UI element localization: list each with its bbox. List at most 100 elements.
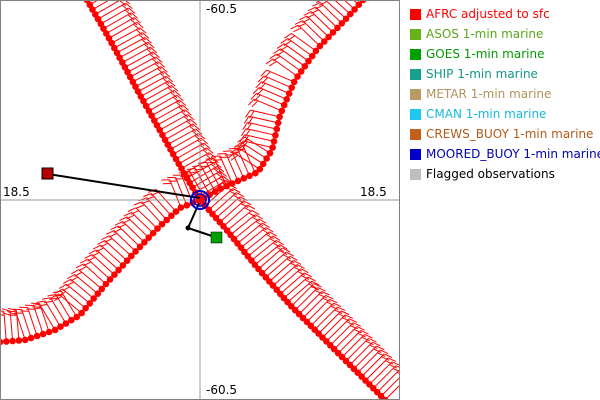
legend-item-metar[interactable]: METAR 1-min marine: [406, 86, 600, 106]
wind-plot-canvas: [0, 0, 400, 400]
track-point-a: [161, 136, 169, 144]
legend-item-cman[interactable]: CMAN 1-min marine: [406, 106, 600, 126]
track-point-a: [148, 112, 155, 119]
wind-barb-feather-a: [214, 161, 222, 169]
wind-barb-feather-b: [290, 24, 299, 30]
track-point-b: [106, 276, 114, 283]
wind-barb-staff-a: [302, 295, 326, 319]
wind-plot-area[interactable]: -60.5 -60.5 18.5 18.5: [0, 0, 400, 400]
wind-barb-feather-a: [391, 361, 400, 366]
right-axis-label: 18.5: [360, 185, 387, 199]
legend-item-moored-buoy[interactable]: MOORED_BUOY 1-min marine: [406, 146, 600, 166]
wind-barb-feather-a: [135, 29, 144, 36]
legend-swatch-flagged: [410, 169, 421, 180]
wind-barb-feather-a: [360, 330, 369, 335]
wind-barb-feather-a: [304, 272, 313, 278]
wind-barb-feather-a: [293, 266, 302, 272]
wind-barb-feather-a: [138, 34, 146, 41]
wind-barb-staff-b: [306, 15, 329, 38]
track-point-a: [86, 1, 94, 9]
wind-barb-feather-a: [341, 310, 350, 315]
wind-barb-staff-a: [376, 369, 400, 393]
wind-barb-feather-a: [380, 349, 389, 355]
flight-track-points-layer: [0, 0, 389, 400]
legend-item-asos[interactable]: ASOS 1-min marine: [406, 26, 600, 46]
track-point-a: [100, 25, 107, 32]
wind-barb-feather-b: [238, 140, 244, 149]
track-point-b: [347, 10, 354, 18]
track-point-b: [274, 119, 282, 127]
wind-barb-feather-b: [250, 92, 258, 100]
wind-barb-feather-a: [247, 204, 256, 210]
wind-barb-staff-a: [349, 341, 373, 366]
wind-barb-feather-a: [176, 94, 184, 102]
legend-item-goes[interactable]: GOES 1-min marine: [406, 46, 600, 66]
legend-item-afrc[interactable]: AFRC adjusted to sfc: [406, 6, 600, 26]
wind-barb-staff-a: [226, 210, 253, 231]
track-point-a: [172, 155, 180, 163]
goes-observation-marker[interactable]: [210, 231, 223, 244]
wind-barb-feather-a: [282, 254, 291, 260]
wind-barb-feather-a: [133, 17, 141, 24]
wind-barb-feather-b: [136, 204, 145, 209]
wind-barb-feather-b: [222, 150, 232, 152]
wind-barb-feather-a: [219, 170, 228, 177]
connector-line-outlier: [47, 173, 201, 199]
wind-barb-feather-b: [293, 27, 302, 33]
wind-barb-staff-a: [159, 114, 188, 131]
wind-barb-feather-b: [272, 55, 281, 62]
track-point-b: [154, 225, 161, 232]
wind-barb-staff-a: [357, 349, 381, 374]
track-point-a: [330, 345, 338, 353]
wind-barb-feather-b: [242, 141, 248, 150]
wind-barb-feather-a: [265, 227, 274, 233]
legend-item-flagged[interactable]: Flagged observations: [406, 166, 600, 186]
wind-barb-staff-b: [66, 283, 91, 304]
wind-barb-feather-a: [353, 329, 363, 334]
wind-barb-staff-a: [272, 264, 298, 286]
wind-barb-staff-a: [219, 200, 245, 223]
wind-barb-staff-b: [131, 212, 154, 234]
wind-barb-staff-a: [237, 222, 263, 244]
connector-node: [185, 225, 191, 231]
outlier-observation-marker[interactable]: [41, 167, 54, 180]
track-point-a: [151, 117, 158, 124]
wind-barb-staff-a: [145, 89, 175, 107]
wind-barb-staff-b: [231, 150, 245, 179]
track-point-b: [62, 320, 70, 327]
wind-barb-staff-a: [337, 330, 362, 354]
wind-barb-feather-a: [163, 71, 171, 78]
wind-barb-feather-a: [269, 231, 277, 237]
wind-barb-feather-b: [50, 293, 59, 299]
wind-barb-staff-a: [276, 268, 302, 291]
track-point-b: [132, 248, 139, 255]
track-point-b: [136, 243, 144, 251]
wind-barb-feather-a: [337, 306, 346, 312]
wind-barb-feather-b: [101, 235, 110, 241]
wind-barb-staff-a: [212, 192, 237, 215]
wind-barb-staff-b: [70, 278, 95, 299]
track-point-a: [142, 102, 150, 110]
wind-barb-feather-a: [313, 283, 322, 288]
wind-barb-staff-b: [194, 168, 211, 195]
moored-buoy-marker[interactable]: [190, 190, 210, 210]
legend-item-crews-buoy[interactable]: CREWS_BUOY 1-min marine: [406, 126, 600, 146]
track-point-b: [141, 239, 148, 246]
wind-barb-feather-b: [242, 122, 248, 130]
wind-barb-staff-b: [200, 165, 216, 192]
track-point-b: [240, 175, 248, 182]
wind-barb-staff-b: [16, 310, 20, 341]
track-point-b: [102, 280, 110, 288]
wind-barb-feather-b: [318, 0, 328, 6]
wind-barb-staff-a: [111, 27, 141, 44]
legend-swatch-metar: [410, 89, 421, 100]
wind-barb-staff-a: [103, 12, 132, 30]
wind-barb-feather-a: [157, 68, 165, 75]
track-point-a: [132, 83, 139, 90]
wind-barb-feather-a: [183, 116, 191, 123]
legend-item-ship[interactable]: SHIP 1-min marine: [406, 66, 600, 86]
wind-barb-feather-a: [170, 92, 178, 99]
wind-barb-feather-a: [255, 221, 264, 227]
wind-barb-feather-a: [199, 144, 208, 151]
track-point-b: [280, 101, 288, 109]
